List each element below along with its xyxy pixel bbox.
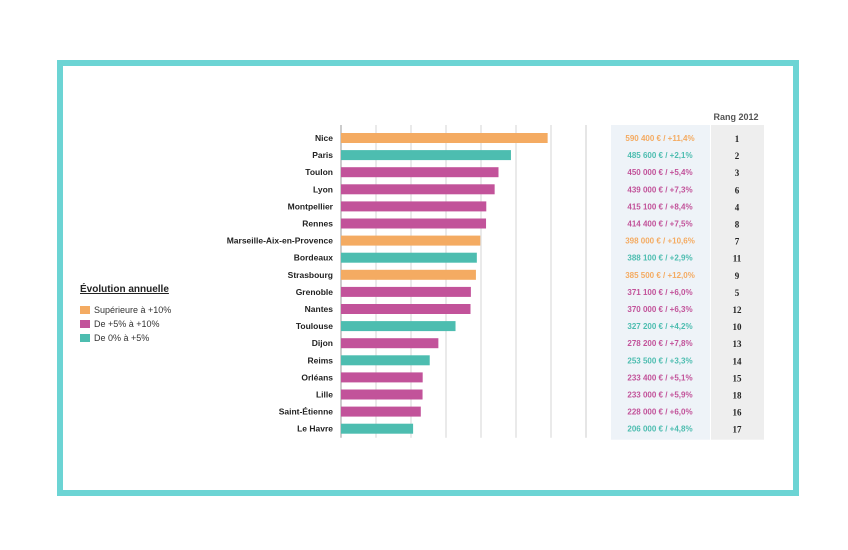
value-label: 371 100 € / +6,0% [627,288,692,297]
value-label: 327 200 € / +4,2% [627,322,692,331]
category-label: Dijon [312,338,333,348]
value-label: 253 500 € / +3,3% [627,356,692,365]
value-label: 228 000 € / +6,0% [627,408,692,417]
bar [341,252,477,263]
category-label: Nice [315,133,333,143]
rank-label: 8 [735,220,740,230]
value-label: 233 400 € / +5,1% [627,373,692,382]
legend-label-medium: De +5% à +10% [94,319,160,329]
bar [341,133,548,143]
rank-label: 1 [735,134,740,144]
category-label: Strasbourg [288,270,333,280]
bar [341,218,487,229]
bar [341,269,476,280]
rank-label: 15 [733,373,743,383]
value-label: 485 600 € / +2,1% [627,151,692,160]
bar [341,321,456,332]
rank-header: Rang 2012 [713,112,758,122]
bar [341,338,439,349]
rank-label: 18 [733,391,743,401]
category-label: Le Havre [297,424,333,434]
bar [341,372,423,383]
category-label: Marseille-Aix-en-Provence [227,236,334,246]
rank-label: 6 [735,185,740,195]
value-label: 385 500 € / +12,0% [625,271,695,280]
category-label: Orléans [301,372,333,382]
bar [341,406,421,417]
category-label: Paris [312,150,333,160]
value-label: 206 000 € / +4,8% [627,425,692,434]
value-label: 450 000 € / +5,4% [627,168,692,177]
legend-swatch-high [80,306,90,314]
category-label: Lille [316,390,333,400]
bar [341,389,423,400]
rank-column-bg [711,125,764,440]
category-label: Saint-Étienne [279,407,334,417]
bar [341,304,471,314]
bar [341,167,499,178]
legend: Évolution annuelle Supérieure à +10% De … [80,284,171,345]
bar [341,235,481,246]
legend-item-high: Supérieure à +10% [80,303,171,317]
legend-swatch-low [80,334,90,342]
value-label: 278 200 € / +7,8% [627,339,692,348]
rank-label: 13 [733,339,743,349]
legend-label-high: Supérieure à +10% [94,305,172,315]
bar [341,201,487,212]
category-label: Rennes [302,219,333,229]
value-label: 370 000 € / +6,3% [627,305,692,314]
rank-label: 16 [733,408,743,418]
bar [341,286,471,297]
rank-label: 7 [735,237,740,247]
value-label: 233 000 € / +5,9% [627,391,692,400]
category-label: Bordeaux [294,253,333,263]
category-label: Grenoble [296,287,334,297]
value-label: 388 100 € / +2,9% [627,254,692,263]
rank-label: 4 [735,202,740,212]
category-label: Toulon [305,167,333,177]
bar [341,150,511,161]
legend-item-medium: De +5% à +10% [80,317,171,331]
category-label: Nantes [305,304,334,314]
value-label: 439 000 € / +7,3% [627,185,692,194]
category-label: Toulouse [296,321,333,331]
value-column-bg [611,125,710,440]
rank-label: 11 [733,254,742,264]
category-label: Lyon [313,184,333,194]
rank-label: 9 [735,271,740,281]
rank-label: 14 [733,356,743,366]
rank-label: 3 [735,168,740,178]
legend-label-low: De 0% à +5% [94,333,150,343]
value-label: 590 400 € / +11,4% [625,134,694,143]
rank-label: 10 [733,322,743,332]
value-label: 415 100 € / +8,4% [627,202,692,211]
category-label: Montpellier [288,201,334,211]
legend-item-low: De 0% à +5% [80,331,171,345]
rank-label: 12 [733,305,743,315]
legend-swatch-medium [80,320,90,328]
value-label: 398 000 € / +10,6% [625,237,695,246]
legend-title: Évolution annuelle [80,284,169,295]
bar [341,355,430,366]
rank-label: 5 [735,288,740,298]
rank-label: 17 [733,425,743,435]
bar [341,423,414,434]
bar [341,184,495,195]
value-label: 414 400 € / +7,5% [627,220,692,229]
category-label: Reims [307,355,333,365]
rank-label: 2 [735,151,740,161]
